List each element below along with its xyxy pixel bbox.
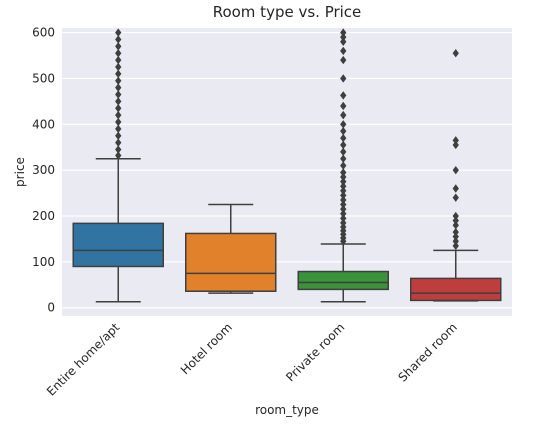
outlier-point — [115, 83, 122, 92]
outlier-point — [340, 195, 347, 205]
boxes — [72, 28, 502, 303]
outlier-point — [452, 216, 459, 225]
outlier-point — [340, 218, 347, 228]
outlier-point — [452, 241, 459, 251]
outlier-point — [115, 104, 122, 113]
outlier-point — [115, 42, 122, 51]
outlier-point — [452, 220, 459, 230]
box-3 — [297, 28, 389, 303]
outlier-point — [340, 209, 347, 218]
outlier-point — [340, 32, 347, 42]
outlier-point — [115, 69, 122, 79]
outlier-point — [115, 124, 122, 134]
y-tick-label: 200 — [32, 209, 55, 223]
outlier-point — [452, 165, 459, 175]
outlier-point — [340, 37, 347, 46]
outlier-point — [452, 232, 459, 241]
outlier-point — [340, 101, 347, 111]
y-tick-label: 300 — [32, 163, 55, 177]
outlier-point — [340, 161, 347, 170]
y-tick-label: 0 — [47, 301, 55, 315]
outlier-point — [340, 28, 347, 37]
x-axis-ticks: Entire home/apt Hotel room Private room Sha… — [44, 320, 460, 399]
outlier-point — [340, 74, 347, 83]
x-axis-label: room_type — [255, 403, 319, 417]
outlier-point — [452, 140, 459, 150]
outlier-point — [340, 186, 347, 196]
outlier-point — [340, 110, 347, 120]
y-tick-label: 500 — [32, 71, 55, 85]
outlier-point — [452, 237, 459, 246]
box-4 — [410, 49, 502, 302]
outlier-point — [340, 177, 347, 186]
outlier-point — [115, 76, 122, 85]
outlier-point — [115, 151, 122, 160]
y-axis-label: price — [13, 157, 27, 187]
outlier-point — [340, 126, 347, 136]
outlier-point — [115, 90, 122, 99]
outlier-point — [115, 110, 122, 120]
outlier-point — [340, 182, 347, 191]
outlier-point — [452, 193, 459, 202]
outlier-point — [340, 133, 347, 143]
x-tick-label: Shared room — [395, 320, 459, 384]
outlier-point — [452, 184, 459, 193]
iqr-box — [72, 222, 164, 268]
outlier-point — [115, 117, 122, 127]
x-tick-label: Private room — [283, 320, 347, 384]
y-tick-label: 600 — [32, 26, 55, 40]
y-tick-label: 100 — [32, 255, 55, 269]
outlier-point — [115, 62, 122, 72]
box-1 — [72, 28, 164, 303]
outlier-point — [340, 191, 347, 200]
outlier-point — [340, 214, 347, 223]
outlier-point — [115, 28, 122, 37]
outlier-point — [115, 131, 122, 140]
outlier-point — [115, 145, 122, 154]
outlier-point — [115, 55, 122, 65]
outlier-point — [340, 154, 347, 163]
outlier-point — [115, 35, 122, 44]
outlier-point — [340, 120, 347, 129]
outlier-point — [340, 55, 347, 65]
y-axis-ticks: 0 100 200 300 400 500 600 — [32, 26, 55, 315]
iqr-box — [410, 277, 502, 302]
outlier-point — [340, 46, 347, 56]
chart-title: Room type vs. Price — [213, 3, 362, 21]
outlier-point — [115, 97, 122, 106]
iqr-box — [185, 232, 277, 292]
outlier-point — [452, 136, 459, 145]
iqr-box — [297, 270, 389, 291]
outlier-point — [452, 227, 459, 237]
outlier-point — [340, 200, 347, 209]
outlier-point — [340, 168, 347, 177]
box-2 — [185, 203, 277, 294]
outlier-point — [340, 172, 347, 182]
outlier-point — [452, 49, 459, 58]
outlier-point — [340, 147, 347, 157]
outlier-point — [340, 204, 347, 214]
outlier-point — [452, 211, 459, 221]
x-tick-label: Entire home/apt — [44, 320, 123, 399]
outlier-point — [340, 140, 347, 150]
plot-background — [62, 28, 512, 316]
outlier-point — [115, 138, 122, 147]
outlier-point — [340, 91, 347, 100]
outlier-point — [115, 49, 122, 58]
x-tick-label: Hotel room — [178, 320, 235, 377]
y-tick-label: 400 — [32, 117, 55, 131]
